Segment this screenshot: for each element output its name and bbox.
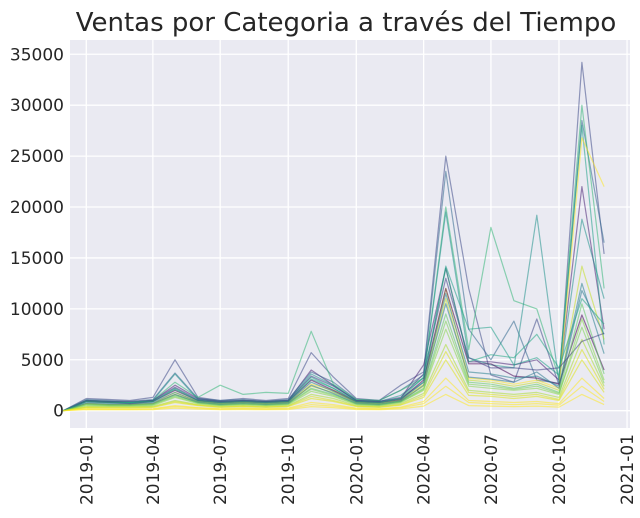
- x-tick-label: 2019-10: [279, 434, 299, 505]
- x-tick-label: 2019-07: [211, 434, 231, 505]
- series-line: [63, 277, 605, 412]
- x-tick-label: 2020-07: [482, 434, 502, 505]
- chart-title: Ventas por Categoria a través del Tiempo: [76, 8, 617, 38]
- series-line: [63, 289, 605, 412]
- x-tick-label: 2020-01: [347, 434, 367, 505]
- y-tick-label: 25000: [10, 147, 64, 167]
- x-tick-label: 2020-04: [415, 434, 435, 505]
- x-tick-label: 2019-01: [77, 434, 97, 505]
- y-tick-label: 5000: [21, 351, 64, 371]
- series-line: [63, 267, 605, 412]
- y-tick-label: 0: [53, 402, 64, 422]
- series-line: [63, 318, 605, 412]
- series-lines: [63, 61, 605, 412]
- x-tick-label: 2021-01: [618, 434, 638, 505]
- y-tick-label: 20000: [10, 198, 64, 218]
- series-line: [63, 349, 605, 412]
- plot-area: [70, 40, 630, 428]
- y-tick-label: 10000: [10, 300, 64, 320]
- x-tick-label: 2019-04: [144, 434, 164, 505]
- y-tick-label: 35000: [10, 45, 64, 65]
- x-axis-ticks: 2019-01 2019-04 2019-07 2019-10 2020-01 2020-…: [77, 434, 638, 505]
- x-tick-label: 2020-10: [550, 434, 570, 505]
- series-line: [63, 385, 605, 412]
- y-tick-label: 30000: [10, 96, 64, 116]
- series-line: [63, 282, 605, 412]
- y-tick-label: 15000: [10, 249, 64, 269]
- series-line: [63, 119, 605, 412]
- y-axis-ticks: 0 5000 10000 15000 20000 25000 30000 35000: [10, 45, 64, 421]
- series-line: [63, 320, 605, 412]
